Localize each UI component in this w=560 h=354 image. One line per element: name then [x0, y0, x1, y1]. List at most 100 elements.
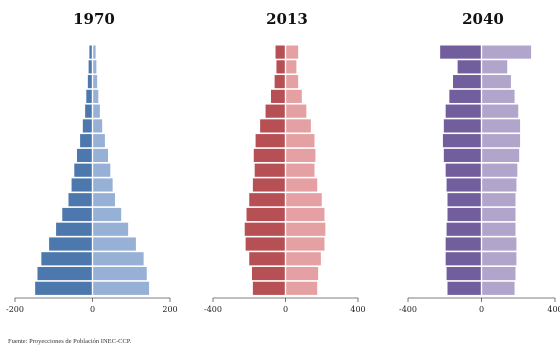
bar-right-1-1	[285, 60, 297, 74]
bar-left-0-10	[68, 193, 93, 207]
bar-right-0-4	[92, 104, 100, 118]
x-tick-label-1-1: 0	[283, 305, 288, 314]
x-tick-label-1-0: -400	[204, 305, 222, 314]
bar-left-1-11	[246, 207, 286, 222]
bar-right-1-4	[285, 104, 307, 118]
bar-right-0-3	[92, 89, 99, 103]
bar-right-1-16	[285, 281, 318, 295]
bar-left-2-7	[443, 148, 482, 163]
bar-right-1-0	[285, 45, 299, 59]
bar-right-0-14	[92, 252, 144, 266]
bar-left-2-16	[447, 281, 482, 295]
bar-left-2-10	[447, 193, 482, 207]
bar-left-2-14	[445, 252, 482, 266]
bar-right-2-7	[481, 148, 520, 163]
bar-right-1-6	[285, 134, 315, 148]
bar-left-2-6	[442, 134, 482, 148]
bar-right-1-10	[285, 193, 322, 207]
bar-left-1-13	[245, 237, 286, 251]
bar-left-0-14	[41, 252, 93, 266]
bar-right-2-8	[481, 163, 518, 177]
bar-right-2-4	[481, 104, 519, 118]
bar-left-0-12	[56, 222, 93, 236]
bar-right-0-1	[92, 60, 97, 74]
bar-right-1-13	[285, 237, 325, 251]
bar-left-0-13	[49, 237, 93, 251]
bar-right-0-11	[92, 207, 122, 222]
chart-title-1: 2013	[266, 10, 308, 28]
bar-right-1-11	[285, 207, 325, 222]
bar-right-1-3	[285, 89, 302, 103]
bar-right-2-9	[481, 178, 517, 192]
bar-left-2-4	[445, 104, 482, 118]
bar-right-0-6	[92, 134, 105, 148]
x-tick-label-2-0: -400	[399, 305, 417, 314]
bar-left-0-0	[89, 45, 93, 59]
bar-left-1-0	[275, 45, 286, 59]
bar-left-0-7	[77, 148, 93, 163]
bar-left-1-3	[271, 89, 286, 103]
bar-right-2-12	[481, 222, 516, 236]
bar-left-0-9	[71, 178, 93, 192]
bar-left-2-1	[457, 60, 482, 74]
bar-right-1-5	[285, 119, 311, 133]
bar-left-0-3	[86, 89, 93, 103]
bar-left-1-15	[251, 266, 286, 281]
bar-left-0-4	[85, 104, 93, 118]
bar-right-1-8	[285, 163, 315, 177]
bar-right-2-5	[481, 119, 521, 133]
bar-left-1-8	[254, 163, 286, 177]
bar-right-2-0	[481, 45, 532, 59]
bar-right-2-13	[481, 237, 517, 251]
bar-right-2-16	[481, 281, 515, 295]
bar-right-0-13	[92, 237, 136, 251]
x-tick-label-0-0: -200	[6, 305, 24, 314]
bar-right-0-5	[92, 119, 103, 133]
chart-title-2: 2040	[462, 10, 504, 28]
bar-left-2-0	[440, 45, 482, 59]
bar-left-1-2	[274, 75, 286, 89]
bar-left-1-9	[252, 178, 286, 192]
bar-left-1-4	[265, 104, 286, 118]
bar-left-0-8	[74, 163, 93, 177]
bar-left-0-16	[35, 281, 93, 295]
bar-left-2-2	[453, 75, 482, 89]
bar-left-1-12	[244, 222, 286, 236]
bar-left-1-5	[260, 119, 286, 133]
bar-left-1-6	[255, 134, 286, 148]
bar-left-2-13	[445, 237, 482, 251]
bar-right-0-2	[92, 75, 98, 89]
bar-right-1-2	[285, 75, 299, 89]
x-tick-label-2-1: 0	[479, 305, 484, 314]
bar-right-0-12	[92, 222, 129, 236]
bar-left-2-15	[446, 266, 482, 281]
bar-left-0-2	[87, 75, 93, 89]
bar-left-2-9	[446, 178, 482, 192]
x-tick-label-2-2: 400	[547, 305, 560, 314]
bar-right-2-3	[481, 89, 515, 103]
bar-right-0-0	[92, 45, 96, 59]
bar-right-1-12	[285, 222, 326, 236]
bar-left-0-1	[88, 60, 93, 74]
bar-right-0-10	[92, 193, 115, 207]
bar-left-2-8	[445, 163, 482, 177]
source-note: Fuente: Proyecciones de Población INEC-C…	[8, 338, 132, 345]
bar-left-1-16	[252, 281, 286, 295]
bar-left-2-12	[446, 222, 482, 236]
x-tick-label-0-1: 0	[90, 305, 95, 314]
bar-right-2-14	[481, 252, 517, 266]
bar-right-2-1	[481, 60, 508, 74]
bar-left-1-10	[249, 193, 286, 207]
bar-right-0-8	[92, 163, 111, 177]
bar-left-0-11	[62, 207, 93, 222]
bar-right-2-2	[481, 75, 511, 89]
x-tick-label-0-2: 200	[162, 305, 177, 314]
bar-left-1-14	[249, 252, 286, 266]
bar-left-2-5	[443, 119, 482, 133]
bar-right-0-16	[92, 281, 150, 295]
bar-right-0-9	[92, 178, 113, 192]
bar-left-2-3	[449, 89, 482, 103]
chart-title-0: 1970	[73, 10, 115, 28]
bar-right-1-14	[285, 252, 321, 266]
